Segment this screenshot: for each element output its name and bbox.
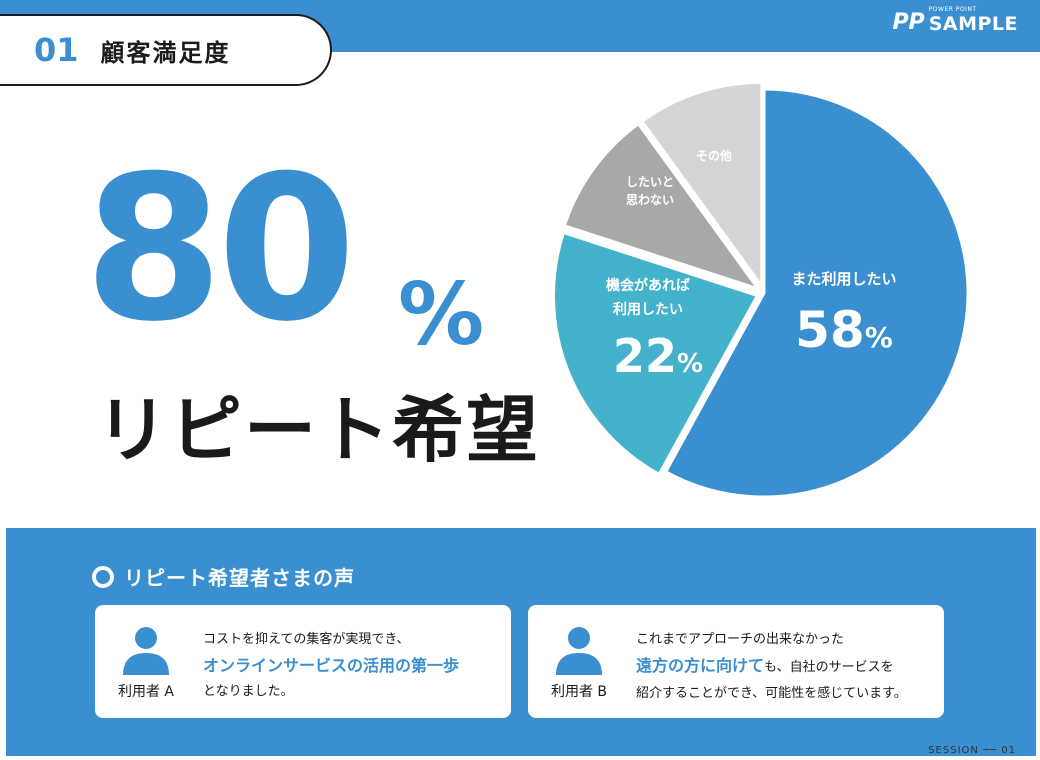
pie-slice-chance: [552, 230, 760, 477]
voice-line-mixed: 遠方の方に向けても、自社のサービスを: [636, 653, 907, 681]
user-icon: [556, 627, 602, 675]
voice-highlight: オンラインサービスの活用の第一歩: [203, 656, 460, 675]
voice-card-b: 利用者 B これまでアプローチの出来なかった 遠方の方に向けても、自社のサービス…: [528, 605, 944, 718]
voice-line-rest: も、自社のサービスを: [764, 660, 894, 675]
user-icon: [123, 627, 169, 675]
section-title: 顧客満足度: [100, 38, 231, 67]
voice-card-a: 利用者 A コストを抑えての集客が実現でき、 オンラインサービスの活用の第一歩 …: [95, 605, 511, 718]
pie-slice-other: [639, 80, 764, 291]
hero-unit: %: [398, 265, 485, 365]
voice-highlight: 遠方の方に向けて: [636, 656, 765, 675]
slice-label-repeat: また利用したい: [791, 270, 896, 288]
user-label: 利用者 A: [117, 684, 175, 700]
voice-text: これまでアプローチの出来なかった 遠方の方に向けても、自社のサービスを 紹介する…: [636, 627, 907, 707]
voices-heading: リピート希望者さまの声: [92, 562, 355, 591]
voices-title: リピート希望者さまの声: [124, 566, 355, 590]
slice-label-chance-line2: 利用したい: [613, 301, 683, 318]
session-footer: SESSION ── 01: [928, 745, 1016, 756]
slice-label-no-line1: したいと: [626, 175, 674, 189]
slice-value-repeat: 58%: [795, 301, 893, 359]
hero-subtitle: リピート希望: [96, 388, 541, 472]
voice-line: コストを抑えての集客が実現でき、: [203, 632, 410, 647]
logo-small-text: POWER POINT: [928, 6, 977, 13]
slice-label-other: その他: [696, 148, 732, 163]
section-title-tab: 01 顧客満足度: [0, 14, 332, 86]
logo-big-text: SAMPLE: [928, 13, 1018, 35]
slice-label-no-line2: 思わない: [626, 193, 674, 207]
slice-label-chance-line1: 機会があれば: [606, 277, 690, 294]
pie-slice-no: [562, 121, 763, 292]
voice-text: コストを抑えての集客が実現でき、 オンラインサービスの活用の第一歩 となりました…: [203, 627, 459, 705]
pie-chart: また利用したい 58% 機会があれば 利用したい 22% したいと 思わない そ…: [552, 80, 970, 499]
section-number: 01: [34, 31, 79, 69]
circle-icon: [92, 565, 114, 588]
pie-slice-repeat: [663, 87, 970, 499]
voice-line: これまでアプローチの出来なかった: [636, 632, 845, 647]
slice-value-chance: 22%: [613, 329, 703, 383]
user-label: 利用者 B: [550, 684, 608, 700]
voice-line: となりました。: [203, 684, 294, 699]
logo-mark: PP: [892, 10, 925, 35]
hero-number: 80: [84, 133, 356, 366]
brand-logo: PP POWER POINT SAMPLE: [892, 6, 1018, 34]
voice-line: 紹介することができ、可能性を感じています。: [636, 686, 907, 701]
